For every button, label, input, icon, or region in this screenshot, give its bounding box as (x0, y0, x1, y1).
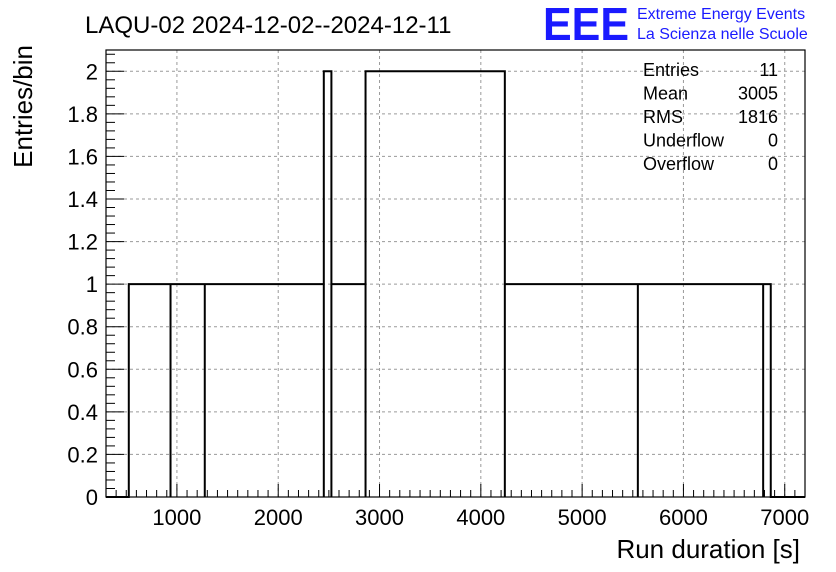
y-tick-label: 0.4 (67, 400, 98, 425)
logo-mark: EEE (543, 0, 629, 50)
x-tick-label: 7000 (760, 505, 809, 530)
stats-label: RMS (643, 107, 683, 127)
x-tick-label: 3000 (355, 505, 404, 530)
stats-value: 3005 (738, 84, 778, 104)
stats-box: Entries 11 Mean 3005 RMS 1816 Underflow 0 Overfl… (643, 60, 778, 174)
y-tick-label: 1.4 (67, 187, 98, 212)
x-tick-label: 2000 (254, 505, 303, 530)
stats-value: 1816 (738, 107, 778, 127)
histogram-outline (106, 70, 805, 498)
histogram-bin-8 (763, 284, 771, 497)
y-tick-label: 0.2 (67, 442, 98, 467)
y-tick-label: 1 (86, 272, 98, 297)
histogram-bin-6 (505, 284, 513, 497)
y-tick-label: 1.6 (67, 144, 98, 169)
y-tick-label: 1.8 (67, 102, 98, 127)
stats-label: Entries (643, 60, 699, 80)
y-tick-label: 2 (86, 59, 98, 84)
y-tick-label: 0.8 (67, 315, 98, 340)
grid-lines (106, 50, 805, 497)
y-axis-title: Entries/bin (8, 45, 38, 168)
stats-value: 0 (768, 131, 778, 151)
x-tick-label: 4000 (456, 505, 505, 530)
x-tick-label: 1000 (152, 505, 201, 530)
eee-logo: EEE Extreme Energy Events La Scienza nel… (543, 0, 808, 50)
axes: 1000 2000 3000 4000 5000 6000 7000 0 0.2 0.4 0.6 0.… (67, 49, 809, 530)
stats-value: 11 (759, 60, 778, 80)
stats-label: Mean (643, 84, 688, 104)
y-tick-label: 1.2 (67, 230, 98, 255)
logo-line1: Extreme Energy Events (637, 6, 805, 23)
x-tick-label: 6000 (659, 505, 708, 530)
chart-title: LAQU-02 2024-12-02--2024-12-11 (85, 12, 451, 39)
logo-line2: La Scienza nelle Scuole (637, 26, 808, 43)
y-tick-label: 0 (86, 485, 98, 510)
histogram-bin-7 (638, 284, 646, 497)
histogram-bin-2 (205, 284, 213, 497)
plot-frame (105, 49, 806, 498)
x-tick-label: 5000 (558, 505, 607, 530)
stats-value: 0 (768, 154, 778, 174)
stats-label: Overflow (643, 154, 715, 174)
histogram-bin-4 (331, 284, 339, 497)
y-tick-label: 0.6 (67, 357, 98, 382)
x-axis-title: Run duration [s] (616, 534, 800, 564)
stats-label: Underflow (643, 131, 725, 151)
histogram-bins (106, 70, 805, 498)
histogram-bin-0 (129, 284, 137, 497)
